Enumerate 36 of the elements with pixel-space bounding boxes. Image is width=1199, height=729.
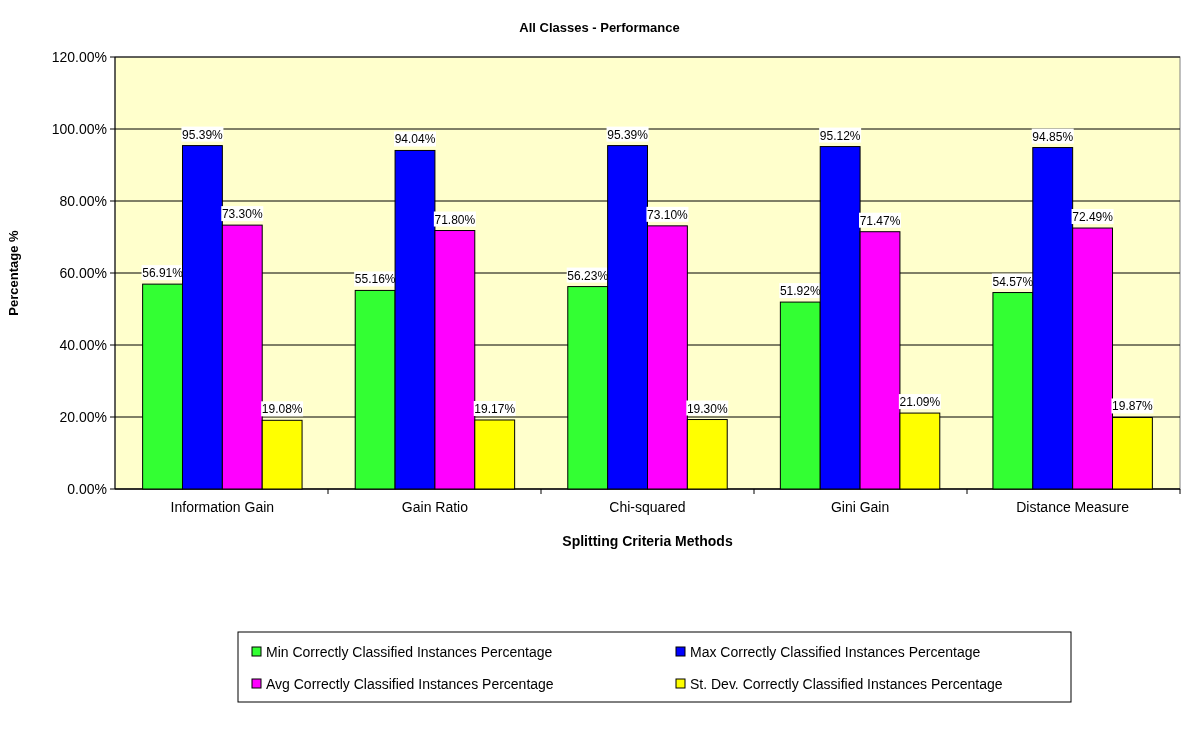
y-axis-title: Percentage %	[6, 229, 21, 316]
data-label: 95.39%	[182, 127, 224, 142]
data-label: 95.12%	[819, 128, 861, 143]
data-label: 71.80%	[434, 212, 476, 227]
data-label: 21.09%	[899, 395, 941, 410]
data-label: 72.49%	[1072, 210, 1114, 225]
legend-label: St. Dev. Correctly Classified Instances Percentage	[690, 675, 1003, 692]
data-label: 94.85%	[1032, 129, 1074, 144]
data-label: 19.08%	[261, 402, 303, 417]
data-label: 94.04%	[394, 132, 436, 147]
y-tick-label: 60.00%	[59, 264, 107, 281]
chart-title: All Classes - Performance	[519, 20, 680, 35]
legend-label: Max Correctly Classified Instances Percentage	[690, 643, 981, 660]
x-axis-title: Splitting Criteria Methods	[562, 533, 733, 549]
data-label: 73.10%	[647, 207, 689, 222]
x-tick-label: Gain Ratio	[401, 499, 469, 515]
y-tick-label: 20.00%	[59, 408, 107, 425]
legend-label: Min Correctly Classified Instances Percentage	[266, 643, 553, 660]
data-label: 71.47%	[859, 213, 901, 228]
data-label: 55.16%	[354, 272, 396, 287]
y-tick-label: 100.00%	[51, 120, 107, 137]
y-tick-label: 120.00%	[51, 48, 107, 65]
data-label: 73.30%	[221, 207, 263, 222]
legend-label: Avg Correctly Classified Instances Percentage	[266, 675, 554, 692]
data-label: 19.17%	[474, 401, 516, 416]
data-label: 95.39%	[607, 127, 649, 142]
y-tick-label: 80.00%	[59, 192, 107, 209]
data-label: 19.87%	[1112, 399, 1154, 414]
x-tick-label: Gini Gain	[830, 499, 890, 515]
y-tick-label: 40.00%	[59, 336, 107, 353]
y-tick-label: 0.00%	[67, 480, 107, 497]
data-label: 19.30%	[686, 401, 728, 416]
x-tick-label: Information Gain	[170, 499, 275, 515]
data-label: 56.91%	[142, 266, 184, 281]
x-tick-label: Distance Measure	[1016, 499, 1130, 515]
x-tick-label: Chi-squared	[609, 499, 686, 515]
